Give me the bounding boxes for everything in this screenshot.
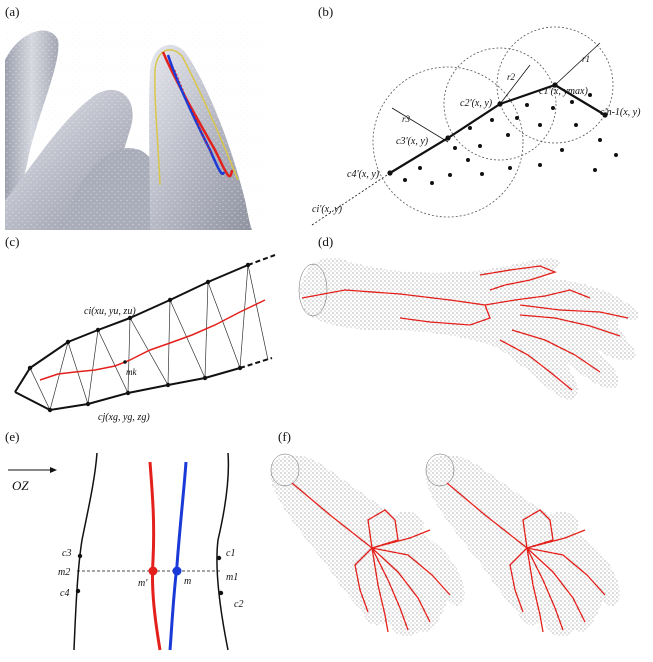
- radius-r1: [554, 42, 601, 86]
- label-c2: c2'(x, y): [460, 98, 493, 109]
- finger-boundary: [154, 49, 239, 186]
- upper-contour: [14, 264, 249, 393]
- right-contour: [216, 452, 230, 651]
- hand-pointcloud-f-left: [270, 455, 465, 637]
- panel-e-label: (e): [5, 429, 19, 444]
- label-c1-e: c1: [226, 548, 235, 559]
- left-contour: [73, 452, 98, 651]
- node-c4: [387, 170, 393, 176]
- panel-c: (c) mk ci(xu, yu, zu) cj(xg, yg, zg): [5, 234, 276, 423]
- label-m1: m1: [226, 572, 238, 583]
- axis-oz-label: OZ: [12, 478, 29, 493]
- node-c4-e: [75, 588, 81, 594]
- node-c2-e: [218, 590, 224, 596]
- hand-pointcloud-f-right: [425, 455, 620, 637]
- label-ci: ci'(x, y): [312, 204, 343, 215]
- blue-centerline-e: [168, 461, 188, 651]
- circle-r1: [496, 26, 614, 144]
- panel-a: (a): [5, 4, 265, 231]
- node-cn: [602, 112, 608, 118]
- circle-r2: [443, 47, 557, 161]
- panel-f: (f): [270, 429, 620, 637]
- node-c1-e: [216, 555, 222, 561]
- node-c1: [552, 82, 558, 88]
- circle-r3: [372, 66, 524, 218]
- label-mk: mk: [126, 367, 137, 377]
- wrist-ring-f-right: [425, 453, 455, 487]
- label-cj-c: cj(xg, yg, zg): [98, 412, 150, 423]
- radius-r3: [391, 107, 449, 143]
- triangulation-lines: [29, 264, 269, 412]
- label-c2-e: c2: [234, 599, 243, 610]
- red-skeleton-line: [161, 51, 234, 178]
- lower-contour-extension: [239, 357, 273, 369]
- panel-c-label: (c): [5, 234, 19, 249]
- label-ci-c: ci(xu, yu, zu): [84, 306, 136, 317]
- r2-label: r2: [507, 72, 516, 82]
- label-c3-e: c3: [62, 548, 71, 559]
- red-skeleton-d: [301, 265, 629, 391]
- label-c4-e: c4: [60, 588, 69, 599]
- red-skeleton-f-left: [291, 482, 451, 633]
- label-mprime: m': [138, 578, 148, 589]
- hand-pointcloud-d: [300, 257, 639, 400]
- panel-d-label: (d): [318, 234, 333, 249]
- radius-r2: [499, 64, 531, 105]
- skeleton-extension: [311, 172, 391, 226]
- node-c2: [497, 101, 503, 107]
- skeleton-polyline: [389, 83, 606, 174]
- wrist-ring: [298, 263, 328, 317]
- panel-b: (b) r1 r2 r3 c1'(x, ymax): [311, 4, 641, 226]
- label-c4: c4'(x, y): [347, 169, 380, 180]
- red-skeleton-f-right: [446, 482, 606, 633]
- panel-d: (d): [298, 234, 639, 400]
- label-c3: c3'(x, y): [396, 136, 429, 147]
- node-c3-e: [77, 553, 83, 559]
- label-m2: m2: [58, 567, 70, 578]
- panel-f-label: (f): [278, 429, 291, 444]
- panel-b-label: (b): [318, 4, 333, 19]
- node-mk: [123, 360, 127, 364]
- oz-arrow-icon: [50, 467, 57, 473]
- upper-contour-extension: [247, 254, 276, 266]
- node-c3: [445, 135, 451, 141]
- node-m: [172, 566, 182, 576]
- panel-e: (e) OZ c3 m2 c4 c1 m1 c2 m' m: [5, 429, 243, 651]
- r3-label: r3: [402, 114, 411, 124]
- label-c1: c1'(x, ymax): [539, 86, 588, 97]
- label-m: m: [184, 576, 191, 587]
- red-midline: [39, 299, 266, 381]
- wrist-ring-f-left: [270, 453, 300, 487]
- scatter-points: [403, 93, 618, 185]
- contour-nodes: [27, 262, 251, 413]
- panel-a-label: (a): [5, 4, 19, 19]
- r1-label: r1: [582, 54, 590, 64]
- label-cn: c'n-1(x, y): [600, 107, 641, 118]
- blue-skeleton-line: [166, 54, 226, 175]
- node-mprime: [148, 566, 158, 576]
- red-centerline-e: [148, 461, 162, 651]
